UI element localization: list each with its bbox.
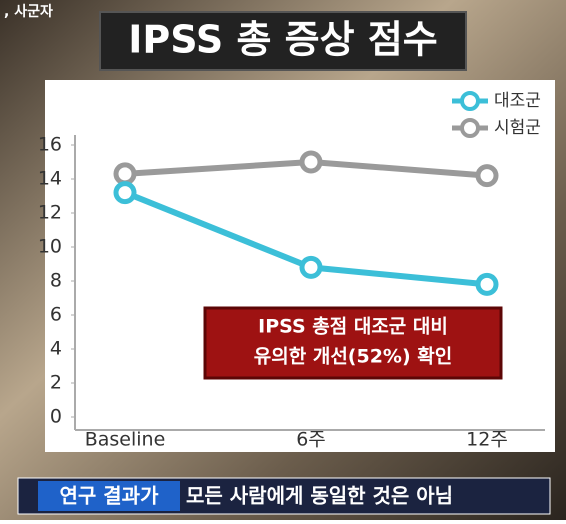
y-tick-label: 10 [38,236,62,258]
y-tick-label: 16 [38,134,62,156]
annotation-box [203,306,503,380]
y-tick-label: 12 [38,202,62,224]
annotation-line: IPSS 총점 대조군 대비 [258,316,448,338]
title-banner [99,11,467,71]
y-tick-label: 2 [50,372,62,394]
corner-text: , 사군자 [4,4,53,20]
y-tick-label: 0 [50,406,62,428]
y-tick-label: 14 [38,168,62,190]
legend-label: 시험군 [494,118,541,138]
chart-title: IPSS 총 증상 점수 [128,18,438,62]
annotation-line: 유의한 개선(52%) 확인 [254,345,452,368]
legend-symbol [460,118,480,138]
caption-highlight-box [38,481,180,511]
legend-symbol [460,91,480,111]
y-tick-label: 6 [50,304,62,326]
x-tick-label: 12주 [466,429,508,451]
data-point [475,164,499,188]
data-point [299,150,323,174]
caption-highlight: 연구 결과가 [60,484,160,508]
data-point [113,162,137,186]
data-point [475,272,499,296]
data-point [299,255,323,279]
y-tick-label: 4 [50,338,62,360]
data-point [113,181,137,205]
legend-label: 대조군 [494,91,541,111]
x-tick-label: Baseline [85,429,166,451]
y-tick-label: 8 [50,270,62,292]
caption-text: 모든 사람에게 동일한 것은 아님 [186,484,453,508]
x-tick-label: 6주 [296,429,326,451]
